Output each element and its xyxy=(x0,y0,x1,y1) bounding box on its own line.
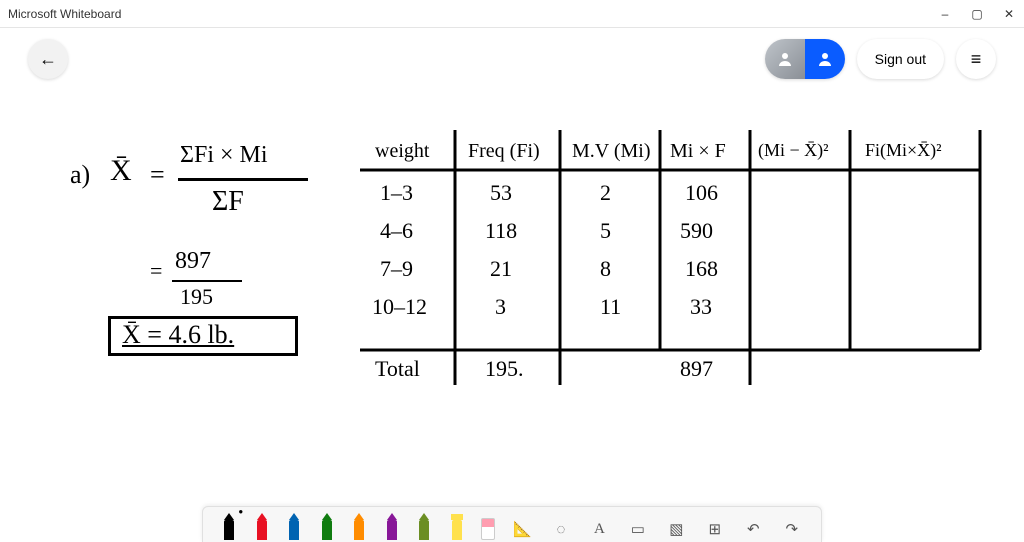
close-button[interactable]: ✕ xyxy=(1002,7,1016,21)
image-icon[interactable]: ▧ xyxy=(665,518,687,540)
sign-out-label: Sign out xyxy=(875,51,926,67)
r4c3: 11 xyxy=(600,294,621,320)
col-freq: Freq (Fi) xyxy=(468,140,540,163)
undo-icon[interactable]: ↶ xyxy=(742,518,764,540)
pen-red[interactable] xyxy=(254,513,270,540)
top-bar: ← Sign out ≡ xyxy=(0,28,1024,90)
total-mf: 897 xyxy=(680,356,713,382)
top-right-controls: Sign out ≡ xyxy=(765,39,996,79)
r1c2: 53 xyxy=(490,180,512,206)
title-bar: Microsoft Whiteboard – ▢ ✕ xyxy=(0,0,1024,28)
maximize-button[interactable]: ▢ xyxy=(970,7,984,21)
col-fdev2: Fi(Mi×X̄)² xyxy=(865,140,942,161)
r1c4: 106 xyxy=(685,180,718,206)
fraction-bar-1 xyxy=(178,178,308,181)
add-icon[interactable]: ⊞ xyxy=(704,518,726,540)
eraser-tool[interactable] xyxy=(481,518,495,540)
r3c3: 8 xyxy=(600,256,611,282)
minimize-button[interactable]: – xyxy=(938,7,952,21)
r1c3: 2 xyxy=(600,180,611,206)
redo-icon[interactable]: ↷ xyxy=(781,518,803,540)
toolbar-wrap: ● 📐 ◌ A ▭ ▧ ⊞ ↶ ↷ xyxy=(0,502,1024,542)
lasso-icon[interactable]: ◌ xyxy=(550,518,572,540)
window-controls: – ▢ ✕ xyxy=(938,7,1016,21)
menu-button[interactable]: ≡ xyxy=(956,39,996,79)
text-tool-icon[interactable]: A xyxy=(588,518,610,540)
back-button[interactable]: ← xyxy=(28,39,68,79)
r2c3: 5 xyxy=(600,218,611,244)
formula-eq: = xyxy=(150,160,165,190)
pen-black[interactable]: ● xyxy=(221,513,237,540)
active-pen-dot: ● xyxy=(238,507,243,516)
r3c4: 168 xyxy=(685,256,718,282)
r1c1: 1–3 xyxy=(380,180,413,206)
highlighter-tool[interactable] xyxy=(449,514,465,540)
calc-num: 897 xyxy=(175,248,211,275)
persona-blue-icon xyxy=(805,39,845,79)
col-dev2: (Mi − X̄)² xyxy=(758,140,829,161)
persona-gray-icon xyxy=(765,39,805,79)
r4c2: 3 xyxy=(495,294,506,320)
formula-label: a) xyxy=(70,160,90,190)
formula-lhs: X̄ xyxy=(110,154,132,188)
r4c4: 33 xyxy=(690,294,712,320)
r3c2: 21 xyxy=(490,256,512,282)
formula-numerator: ΣFi × Mi xyxy=(180,142,268,169)
ruler-icon[interactable]: 📐 xyxy=(511,518,533,540)
r2c4: 590 xyxy=(680,218,713,244)
calc-eq: = xyxy=(150,258,162,284)
col-mv: M.V (Mi) xyxy=(572,140,651,163)
total-freq: 195. xyxy=(485,356,524,382)
r3c1: 7–9 xyxy=(380,256,413,282)
result-text: X̄ = 4.6 lb. xyxy=(122,320,234,350)
formula-denominator: ΣF xyxy=(212,186,244,218)
pen-green[interactable] xyxy=(319,513,335,540)
pen-olive[interactable] xyxy=(416,513,432,540)
col-weight: weight xyxy=(375,140,429,163)
r2c2: 118 xyxy=(485,218,517,244)
hamburger-icon: ≡ xyxy=(971,49,982,70)
calc-den: 195 xyxy=(180,284,213,310)
note-icon[interactable]: ▭ xyxy=(627,518,649,540)
pen-purple[interactable] xyxy=(384,513,400,540)
fraction-bar-2 xyxy=(172,280,242,282)
whiteboard-canvas[interactable]: a) X̄ = ΣFi × Mi ΣF = 897 195 X̄ = 4.6 l… xyxy=(0,90,1024,502)
persona-toggle[interactable] xyxy=(765,39,845,79)
col-mf: Mi × F xyxy=(670,140,726,163)
r2c1: 4–6 xyxy=(380,218,413,244)
pen-blue[interactable] xyxy=(286,513,302,540)
sign-out-button[interactable]: Sign out xyxy=(857,39,944,79)
back-arrow-icon: ← xyxy=(39,49,57,70)
pen-orange[interactable] xyxy=(351,513,367,540)
r4c1: 10–12 xyxy=(372,294,427,320)
app-title: Microsoft Whiteboard xyxy=(8,7,121,21)
bottom-toolbar: ● 📐 ◌ A ▭ ▧ ⊞ ↶ ↷ xyxy=(202,506,822,542)
total-label: Total xyxy=(375,356,420,382)
